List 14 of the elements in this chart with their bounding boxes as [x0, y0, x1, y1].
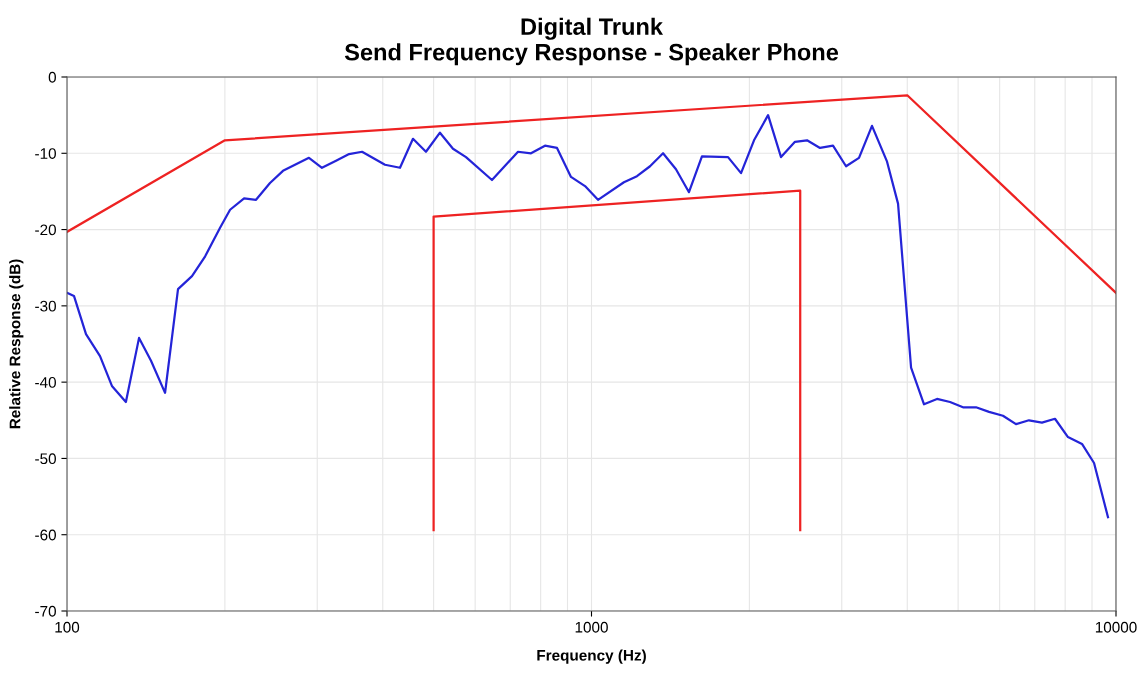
- x-tick-label: 100: [55, 621, 80, 633]
- y-tick-label: -30: [35, 300, 56, 312]
- y-axis-title: Relative Response (dB): [9, 259, 24, 429]
- y-tick-label: -50: [35, 453, 56, 465]
- x-tick-label: 1000: [575, 621, 608, 633]
- x-axis-title: Frequency (Hz): [537, 649, 646, 664]
- y-tick-label: 0: [48, 71, 56, 83]
- x-tick-label: 10000: [1095, 621, 1137, 633]
- chart-title: Digital Trunk Send Frequency Response - Speaker Phone: [344, 17, 839, 66]
- y-tick-label: -20: [35, 224, 56, 236]
- y-tick-label: -70: [35, 605, 56, 617]
- y-tick-label: -60: [35, 529, 56, 541]
- y-tick-label: -10: [35, 148, 56, 159]
- y-tick-label: -40: [35, 377, 56, 388]
